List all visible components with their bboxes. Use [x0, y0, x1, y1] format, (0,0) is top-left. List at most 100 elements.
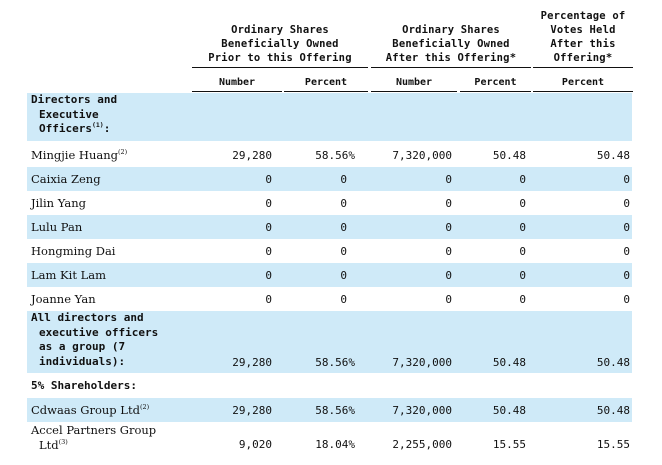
divider: [533, 91, 633, 92]
cell-percent-votes: 0: [623, 221, 630, 234]
cell-number-prior: 9,020: [238, 438, 272, 451]
divider: [284, 91, 368, 92]
cell-percent-after: 50.48: [492, 356, 526, 369]
cell-number-after: 0: [445, 293, 452, 306]
cell-percent-votes: 0: [623, 293, 630, 306]
table-row: Lulu Pan 0 0 0 0 0: [27, 215, 632, 239]
cell-percent-votes: 50.48: [596, 404, 630, 417]
footnote-marker: (2): [118, 148, 128, 156]
cell-number-prior: 0: [265, 173, 272, 186]
column-header-percent: Percent: [304, 77, 348, 88]
row-label-line: as a group (7: [39, 340, 126, 353]
cell-number-after: 0: [445, 197, 452, 210]
header-line: Ordinary Shares: [402, 24, 500, 36]
cell-percent-votes: 0: [623, 245, 630, 258]
divider: [192, 67, 368, 68]
cell-percent-after: 50.48: [492, 404, 526, 417]
row-name: Cdwaas Group Ltd: [31, 403, 140, 417]
row-label: Cdwaas Group Ltd(2): [31, 403, 149, 417]
row-label: Caixia Zeng: [31, 172, 101, 186]
cell-percent-after: 50.48: [492, 149, 526, 162]
divider: [460, 91, 531, 92]
header-line: Offering*: [553, 52, 613, 64]
column-header-percent: Percent: [474, 77, 517, 88]
cell-number-after: 7,320,000: [392, 149, 452, 162]
section-header-directors: Directors and Executive Officers(1):: [27, 93, 632, 141]
section-label-line: Officers: [39, 122, 92, 135]
row-label: All directors and executive officers as …: [31, 311, 196, 369]
header-line: Beneficially Owned: [221, 38, 339, 50]
cell-percent-prior: 0: [340, 269, 347, 282]
header-line: After this Offering*: [385, 52, 517, 64]
cell-number-after: 0: [445, 269, 452, 282]
cell-number-prior: 0: [265, 293, 272, 306]
table-row: Lam Kit Lam 0 0 0 0 0: [27, 263, 632, 287]
row-label: Mingjie Huang(2): [31, 148, 127, 162]
row-label-line: All directors and: [31, 311, 144, 324]
table-row: Cdwaas Group Ltd(2) 29,280 58.56% 7,320,…: [27, 398, 632, 422]
footnote-marker: (1): [91, 121, 104, 129]
row-label-line: executive officers: [39, 325, 159, 339]
cell-number-after: 0: [445, 173, 452, 186]
cell-number-prior: 0: [265, 245, 272, 258]
cell-percent-after: 0: [519, 221, 526, 234]
section-label: Directors and Executive Officers(1):: [31, 93, 171, 137]
cell-number-prior: 0: [265, 221, 272, 234]
column-header-percent: Percent: [561, 77, 605, 88]
cell-percent-votes: 50.48: [596, 149, 630, 162]
row-name: Ltd: [39, 438, 59, 452]
cell-percent-prior: 0: [340, 197, 347, 210]
row-label: Accel Partners Group Ltd(3): [31, 423, 156, 453]
cell-number-after: 0: [445, 221, 452, 234]
cell-percent-prior: 0: [340, 221, 347, 234]
cell-percent-after: 0: [519, 197, 526, 210]
section-label: 5% Shareholders:: [31, 379, 137, 392]
header-line: Percentage of: [540, 10, 626, 22]
section-label-line: Executive: [39, 107, 99, 121]
cell-number-after: 7,320,000: [392, 356, 452, 369]
row-label: Hongming Dai: [31, 244, 116, 258]
table-row: Hongming Dai 0 0 0 0 0: [27, 239, 632, 263]
row-label: Jilin Yang: [31, 196, 87, 210]
cell-number-prior: 0: [265, 269, 272, 282]
cell-percent-prior: 0: [340, 245, 347, 258]
table-row: Caixia Zeng 0 0 0 0 0: [27, 167, 632, 191]
divider: [192, 91, 282, 92]
cell-percent-after: 0: [519, 245, 526, 258]
divider: [533, 67, 633, 68]
cell-percent-after: 0: [519, 293, 526, 306]
cell-percent-votes: 0: [623, 173, 630, 186]
header-line: After this: [550, 38, 616, 50]
footnote-marker: (3): [58, 438, 68, 446]
header-line: Votes Held: [550, 24, 616, 36]
cell-percent-after: 0: [519, 173, 526, 186]
column-header-number: Number: [395, 77, 433, 88]
footnote-marker: (2): [139, 403, 150, 411]
table-row: Mingjie Huang(2) 29,280 58.56% 7,320,000…: [27, 143, 632, 167]
row-label: Joanne Yan: [31, 292, 96, 306]
cell-percent-votes: 0: [623, 197, 630, 210]
column-header-number: Number: [218, 77, 256, 88]
cell-number-prior: 29,280: [232, 149, 272, 162]
section-label-suffix: :: [103, 122, 111, 135]
row-name: Accel Partners Group: [31, 423, 157, 437]
cell-percent-prior: 58.56%: [315, 404, 355, 417]
cell-percent-prior: 0: [340, 293, 347, 306]
cell-percent-after: 0: [519, 269, 526, 282]
table-row: Accel Partners Group Ltd(3) 9,020 18.04%…: [27, 422, 632, 462]
header-group-prior: Ordinary Shares Beneficially Owned Prior…: [192, 23, 368, 65]
cell-percent-votes: 50.48: [596, 356, 630, 369]
table-row: Jilin Yang 0 0 0 0 0: [27, 191, 632, 215]
cell-percent-votes: 15.55: [596, 438, 630, 451]
header-group-after: Ordinary Shares Beneficially Owned After…: [371, 23, 531, 65]
cell-percent-prior: 58.56%: [315, 149, 355, 162]
cell-percent-prior: 0: [340, 173, 347, 186]
cell-number-after: 0: [445, 245, 452, 258]
header-line: Beneficially Owned: [392, 38, 510, 50]
divider: [371, 91, 457, 92]
cell-percent-prior: 58.56%: [315, 356, 355, 369]
header-line: Prior to this Offering: [208, 52, 352, 64]
table-row: Joanne Yan 0 0 0 0 0: [27, 287, 632, 311]
cell-percent-prior: 18.04%: [315, 438, 355, 451]
cell-number-after: 7,320,000: [392, 404, 452, 417]
